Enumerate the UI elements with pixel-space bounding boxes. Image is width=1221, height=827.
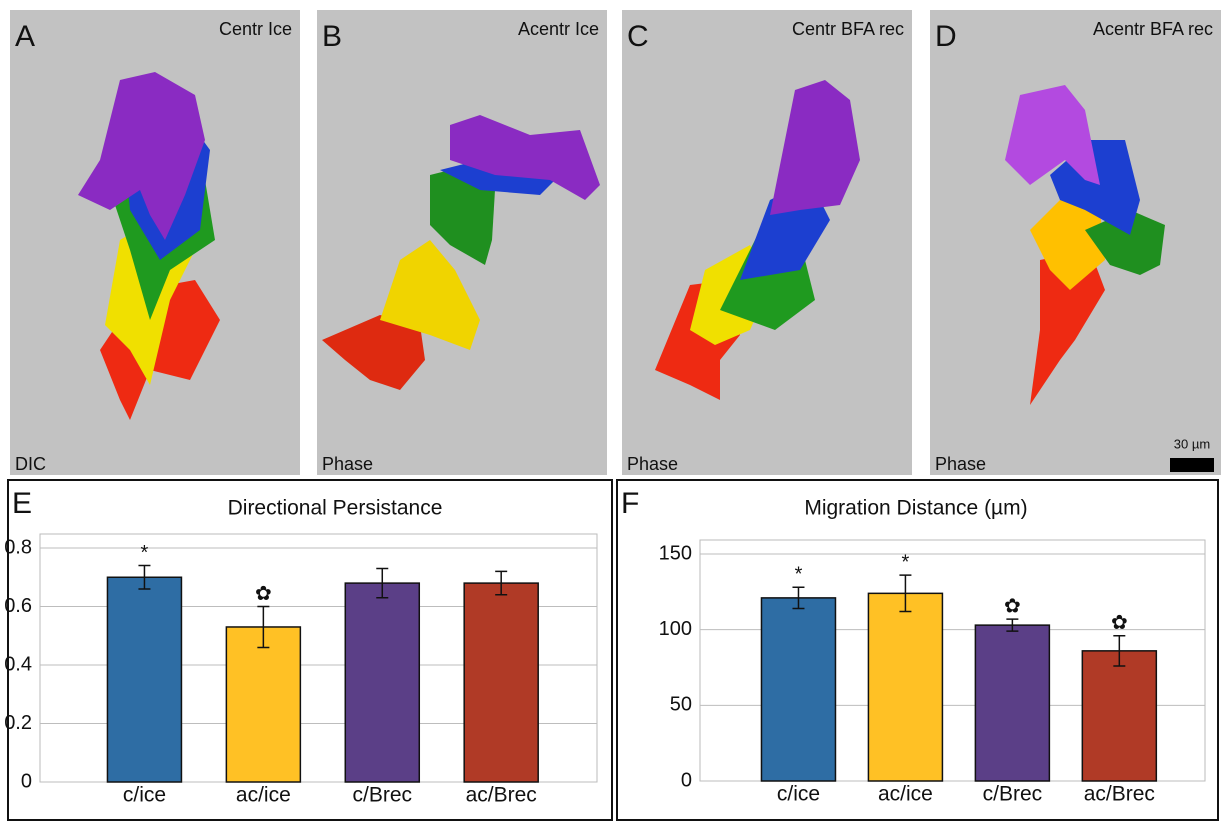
panel-title: Centr BFA rec [792, 19, 904, 39]
panel-title: Acentr BFA rec [1093, 19, 1213, 39]
x-tick-label: c/Brec [353, 784, 413, 807]
panel-title: Centr Ice [219, 19, 292, 39]
significance-marker: * [141, 542, 149, 564]
y-tick-label: 0 [681, 769, 692, 791]
x-tick-label: c/ice [777, 783, 820, 806]
x-tick-label: ac/Brec [466, 784, 537, 807]
scale-bar-label: 30 µm [1174, 436, 1210, 451]
imaging-mode: Phase [322, 454, 373, 474]
x-tick-label: c/ice [123, 784, 166, 807]
page: {"panels": [ {"letter": "A", "title": "C… [0, 0, 1221, 822]
x-tick-label: ac/Brec [1084, 783, 1155, 806]
significance-marker: ✿ [1111, 612, 1128, 634]
panel-title: Acentr Ice [518, 19, 599, 39]
imaging-mode: Phase [627, 454, 678, 474]
panel-d [930, 10, 1221, 475]
y-tick-label: 0.4 [4, 653, 32, 675]
panel-letter: E [12, 487, 32, 520]
y-tick-label: 0 [21, 770, 32, 792]
panel-letter: F [621, 487, 639, 520]
y-tick-label: 100 [659, 618, 692, 640]
significance-marker: * [902, 551, 910, 573]
bar [868, 593, 942, 781]
significance-marker: * [795, 564, 803, 586]
panel-letter: A [15, 20, 35, 53]
bar [1082, 651, 1156, 781]
panel-c [622, 10, 912, 475]
scale-bar [1170, 458, 1214, 472]
bar [345, 583, 419, 782]
figure: 30 µm A Centr Ice DIC B Acentr Ice Phase C Cent… [0, 0, 1221, 822]
y-tick-label: 50 [670, 694, 692, 716]
y-tick-label: 0.2 [4, 712, 32, 734]
imaging-mode: Phase [935, 454, 986, 474]
x-tick-label: ac/ice [878, 783, 933, 806]
imaging-mode: DIC [15, 454, 46, 474]
chart-title: Migration Distance (µm) [804, 497, 1027, 520]
panel-letter: D [935, 20, 957, 53]
y-tick-label: 0.6 [4, 595, 32, 617]
significance-marker: ✿ [1004, 595, 1021, 617]
panel-a [10, 10, 300, 475]
bar [107, 577, 181, 782]
chart-title: Directional Persistance [228, 497, 443, 520]
bar [226, 627, 300, 782]
panel-letter: B [322, 20, 342, 53]
y-tick-label: 0.8 [4, 536, 32, 558]
bar [464, 583, 538, 782]
y-tick-label: 150 [659, 542, 692, 564]
significance-marker: ✿ [255, 583, 272, 605]
panel-b [317, 10, 607, 475]
panel-letter: C [627, 20, 649, 53]
bar [975, 625, 1049, 781]
x-tick-label: c/Brec [983, 783, 1043, 806]
x-tick-label: ac/ice [236, 784, 291, 807]
bar [761, 598, 835, 781]
